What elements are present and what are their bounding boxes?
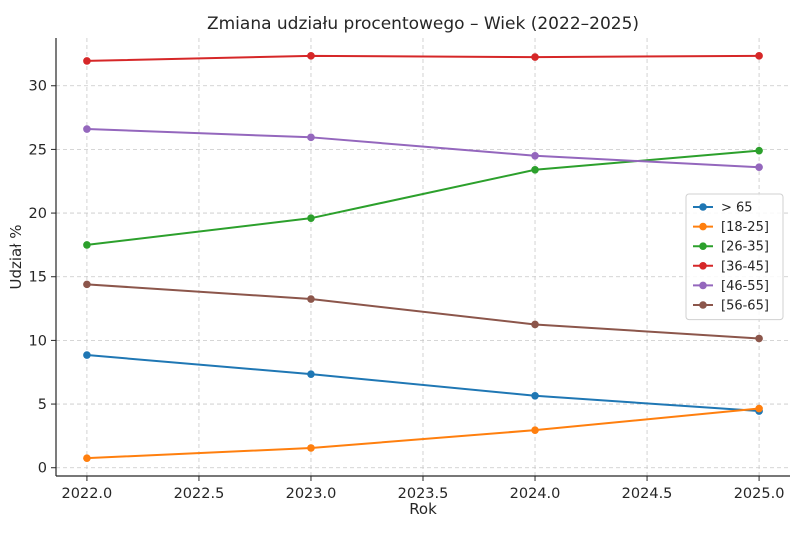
data-point [307,444,315,452]
data-point [83,241,91,249]
series-line [86,149,760,246]
legend-marker [699,301,707,309]
data-point [307,370,315,378]
legend-item: [46-55] [693,279,769,294]
y-tick-label: 25 [29,142,47,158]
legend-marker [699,281,707,290]
y-tick-label: 20 [29,206,47,222]
y-ticks: 0 5 10 15 20 25 30 [29,79,56,477]
data-point [531,391,539,400]
data-point [83,125,91,133]
legend-box [685,193,784,321]
x-tick-label: 2022.0 [62,486,113,502]
x-tick-label: 2022.5 [174,486,225,502]
legend-marker [699,262,707,270]
series-line [86,283,760,340]
y-tick-label: 0 [38,461,47,477]
data-point [531,151,539,160]
y-axis-label: Udział % [7,224,25,289]
data-point [307,133,315,142]
legend: > 65 [18-25] [26-35] [36-45] [46-55] [56-65] [685,193,784,321]
y-tick-label: 10 [29,333,47,349]
legend-label: [36-45] [721,259,769,274]
legend-item: [56-65] [693,299,769,314]
grid [56,38,790,476]
legend-label: [18-25] [721,220,769,235]
data-point [755,334,763,343]
legend-marker [699,203,707,211]
data-point [755,404,763,413]
data-point [755,163,763,172]
data-point [83,454,91,462]
legend-label: [26-35] [721,240,769,255]
legend-marker [699,242,707,250]
data-point [83,351,91,359]
series-1 [83,404,763,462]
data-point [755,52,763,60]
data-point [531,53,539,61]
data-point [83,280,91,289]
legend-label: [46-55] [721,279,769,294]
data-point [307,52,315,60]
data-point [531,165,539,174]
x-ticks: 2022.0 2022.5 2023.0 2023.5 2024.0 2024.5 2025… [62,476,785,502]
chart-title: Zmiana udziału procentowego – Wiek (2022… [207,14,639,34]
y-tick-label: 15 [29,270,47,286]
x-tick-label: 2024.5 [622,486,673,502]
legend-item: [26-35] [693,240,769,255]
legend-marker [699,222,707,231]
x-tick-label: 2024.0 [510,486,561,502]
data-point [307,295,315,303]
series-5 [83,280,763,343]
data-point [307,214,315,222]
series-line [86,354,760,413]
data-point [531,320,539,329]
series-line [86,128,760,169]
series-line [86,54,760,62]
series-line [86,407,760,460]
x-axis-label: Rok [409,500,437,518]
series-4 [83,125,763,172]
legend-label: [56-65] [721,299,769,314]
data-point [755,146,763,155]
y-tick-label: 30 [29,79,47,95]
x-tick-label: 2025.0 [734,486,785,502]
x-tick-label: 2023.0 [286,486,337,502]
legend-item: [36-45] [693,259,769,274]
series-2 [83,146,763,249]
data-point [531,426,539,434]
plot-series [83,52,763,462]
x-tick-label: 2023.5 [398,486,449,502]
legend-item: [18-25] [693,220,769,235]
data-point [83,57,91,65]
series-3 [83,52,763,65]
legend-label: > 65 [721,201,753,216]
legend-item: > 65 [693,201,753,216]
y-tick-label: 5 [38,397,47,413]
